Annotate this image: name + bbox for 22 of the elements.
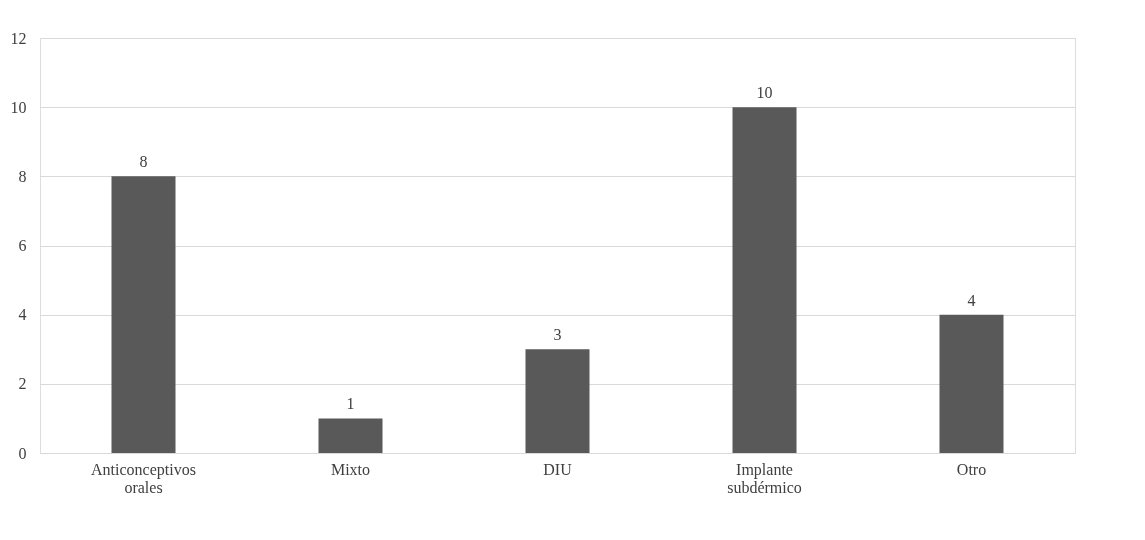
x-tick-label: Anticonceptivos orales xyxy=(91,460,196,496)
y-tick-label: 0 xyxy=(18,444,27,462)
bar xyxy=(732,107,797,453)
y-tick-label: 8 xyxy=(18,167,27,185)
y-tick-label: 4 xyxy=(18,306,27,324)
data-label: 4 xyxy=(967,291,976,309)
bar xyxy=(525,349,590,453)
data-label: 10 xyxy=(756,84,773,102)
y-tick-label: 10 xyxy=(10,98,27,116)
x-tick-label: Implante subdérmico xyxy=(727,460,802,496)
data-label: 3 xyxy=(553,326,562,344)
data-label: 8 xyxy=(139,153,148,171)
bar xyxy=(939,314,1004,453)
bar xyxy=(111,176,176,453)
x-tick-label: Otro xyxy=(956,460,987,478)
y-tick-label: 2 xyxy=(18,375,27,393)
data-label: 1 xyxy=(346,395,355,413)
x-tick-label: Mixto xyxy=(330,460,371,478)
x-tick-label: DIU xyxy=(543,460,573,478)
y-tick-label: 12 xyxy=(10,29,27,47)
y-tick-label: 6 xyxy=(18,237,27,254)
bar xyxy=(318,418,383,453)
